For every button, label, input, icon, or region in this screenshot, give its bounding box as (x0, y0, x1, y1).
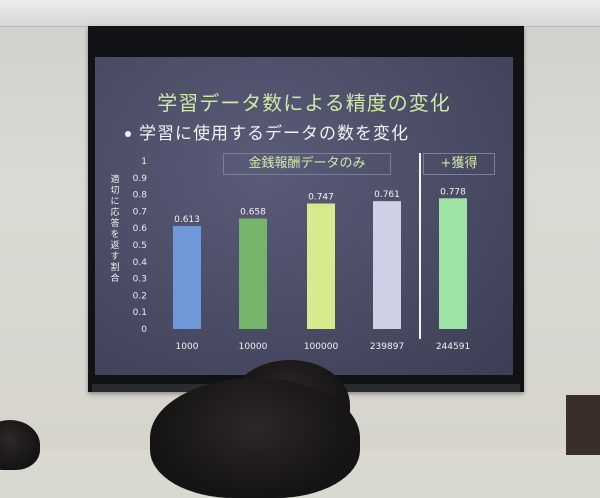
y-tick-label: 0.3 (133, 275, 147, 285)
bullet-dot-icon (125, 131, 131, 137)
ceiling (0, 0, 600, 27)
x-category-label: 100000 (304, 342, 339, 352)
tag-money-only: 金銭報酬データのみ (223, 153, 391, 175)
y-tick-label: 0.5 (133, 241, 147, 251)
slide: 学習データ数による精度の変化 学習に使用するデータの数を変化 金銭報酬データのみ… (95, 57, 513, 375)
bar (307, 203, 335, 329)
bar-value-label: 0.761 (374, 190, 400, 200)
y-tick-label: 0.7 (133, 207, 147, 217)
x-category-label: 244591 (436, 342, 470, 352)
bar-value-label: 0.747 (308, 193, 334, 203)
y-tick-label: 0.9 (133, 174, 148, 184)
y-tick-label: 0 (141, 325, 147, 335)
bar-chart: 0 0.1 0.2 0.3 0.4 0.5 0.6 0.7 0.8 0.9 1 0.613 1000 0.… (133, 153, 470, 352)
y-tick-label: 1 (141, 157, 147, 167)
y-tick-label: 0.1 (133, 308, 147, 318)
bar (173, 226, 201, 329)
furniture-edge (566, 395, 600, 455)
y-tick-label: 0.2 (133, 291, 147, 301)
y-tick-label: 0.6 (133, 224, 148, 234)
x-category-label: 1000 (176, 342, 199, 352)
y-tick-label: 0.4 (133, 258, 148, 268)
chart-y-axis-label: 適切に応答を返す割合 (110, 175, 120, 284)
bar-value-label: 0.778 (440, 187, 466, 197)
x-category-label: 10000 (239, 342, 268, 352)
bar (373, 201, 401, 329)
y-tick-label: 0.8 (133, 191, 148, 201)
slide-bullet-text: 学習に使用するデータの数を変化 (139, 124, 409, 144)
bar-value-label: 0.658 (240, 207, 266, 217)
x-category-label: 239897 (370, 342, 404, 352)
slide-bullet: 学習に使用するデータの数を変化 (125, 119, 409, 144)
bar-value-label: 0.613 (174, 215, 200, 225)
bar (439, 198, 467, 329)
slide-title: 学習データ数による精度の変化 (157, 91, 451, 115)
bar (239, 218, 267, 329)
audience-head (150, 378, 360, 498)
tag-plus-acquire: +獲得 (423, 153, 495, 175)
